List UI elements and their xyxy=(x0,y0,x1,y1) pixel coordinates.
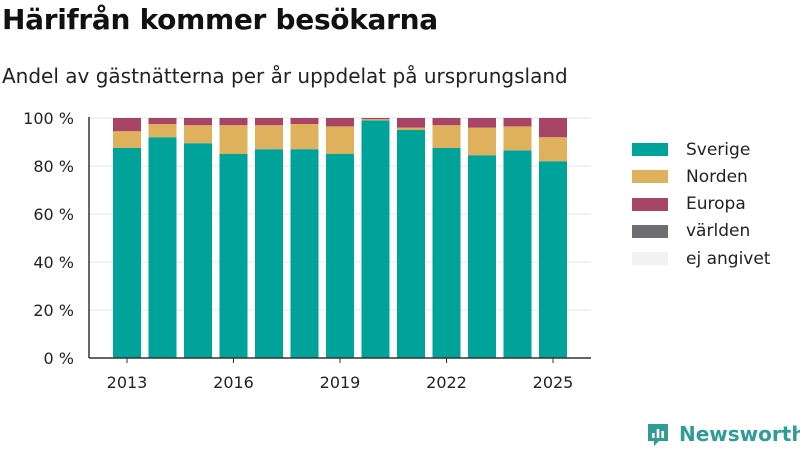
x-tick-label: 2022 xyxy=(426,373,467,392)
bar-segment-europa xyxy=(361,118,390,120)
legend-label: världen xyxy=(686,221,751,242)
legend-label: Sverige xyxy=(686,139,751,160)
legend-item: Norden xyxy=(632,163,770,190)
legend-item: världen xyxy=(632,218,770,245)
bar-segment-norden xyxy=(539,137,567,162)
y-tick-label: 20 % xyxy=(33,301,74,320)
bar-segment-europa xyxy=(184,118,212,126)
bar-segment-europa xyxy=(148,118,177,124)
brand-name: Newsworthy xyxy=(679,422,800,446)
bar-segment-norden xyxy=(255,125,283,150)
bar-segment-sverige xyxy=(184,143,212,358)
y-tick-label: 60 % xyxy=(33,205,74,224)
bar-segment-norden xyxy=(432,125,461,148)
bar-segment-sverige xyxy=(468,155,496,358)
bar-segment-norden xyxy=(148,124,177,138)
legend-item: ej angivet xyxy=(632,245,770,272)
bar-segment-europa xyxy=(255,118,283,126)
bar-segment-norden xyxy=(397,127,425,130)
bar-segment-europa xyxy=(503,118,532,127)
bar-segment-norden xyxy=(113,131,141,148)
bar-segment-europa xyxy=(397,118,425,128)
legend-label: ej angivet xyxy=(686,248,771,269)
y-tick-label: 40 % xyxy=(33,253,74,272)
chart-title: Härifrån kommer besökarna xyxy=(2,3,438,36)
bar-segment-sverige xyxy=(219,154,248,358)
bar-segment-sverige xyxy=(397,130,425,358)
bar-segment-norden xyxy=(290,124,319,150)
bar-segment-europa xyxy=(290,118,319,124)
legend-swatch xyxy=(632,197,668,211)
bar-segment-europa xyxy=(468,118,496,128)
bar-segment-sverige xyxy=(539,161,567,358)
bar-segment-sverige xyxy=(326,154,354,358)
chart-subtitle: Andel av gästnätterna per år uppdelat på… xyxy=(2,64,568,88)
legend-label: Europa xyxy=(686,194,746,215)
bar-segment-europa xyxy=(219,118,248,126)
y-tick-label: 100 % xyxy=(23,109,74,128)
x-tick-label: 2016 xyxy=(213,373,254,392)
bar-segment-norden xyxy=(468,127,496,156)
newsworthy-logo-icon xyxy=(648,424,668,446)
y-tick-label: 0 % xyxy=(44,349,74,368)
brand-logo: Newsworthy xyxy=(645,421,800,447)
bar-segment-sverige xyxy=(148,137,177,358)
bar-segment-sverige xyxy=(113,148,141,358)
legend-item: Europa xyxy=(632,191,770,218)
y-tick-label: 80 % xyxy=(33,157,74,176)
legend-swatch xyxy=(632,224,668,238)
bar-segment-norden xyxy=(184,125,212,144)
legend-swatch xyxy=(632,252,668,266)
x-tick-label: 2025 xyxy=(533,373,574,392)
x-tick-label: 2019 xyxy=(320,373,361,392)
bar-segment-europa xyxy=(113,118,141,132)
bar-segment-norden xyxy=(503,126,532,151)
bar-segment-norden xyxy=(326,126,354,154)
bar-segment-sverige xyxy=(432,148,461,358)
bar-segment-sverige xyxy=(290,149,319,358)
x-tick-label: 2013 xyxy=(107,373,148,392)
bar-segment-norden xyxy=(219,125,248,154)
chart-legend: Sverige Norden Europa världen ej angivet xyxy=(632,136,770,272)
legend-item: Sverige xyxy=(632,136,770,163)
bar-segment-europa xyxy=(326,118,354,127)
legend-swatch xyxy=(632,170,668,184)
bar-segment-sverige xyxy=(255,149,283,358)
legend-label: Norden xyxy=(686,166,748,187)
bar-segment-sverige xyxy=(361,120,390,359)
legend-swatch xyxy=(632,143,668,157)
bar-segment-europa xyxy=(432,118,461,126)
bar-segment-norden xyxy=(361,119,390,121)
bar-segment-europa xyxy=(539,118,567,138)
bar-segment-sverige xyxy=(503,150,532,358)
